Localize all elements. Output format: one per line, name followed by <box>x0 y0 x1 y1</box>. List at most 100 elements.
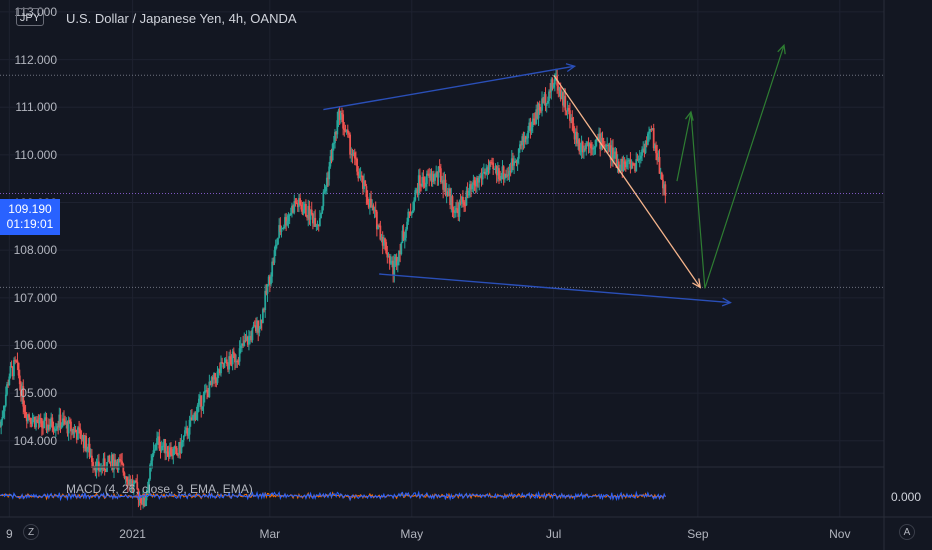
candle-body <box>87 443 90 450</box>
candle-body <box>656 153 659 161</box>
candle-body <box>506 174 509 178</box>
candle-body <box>275 244 278 246</box>
candle-body <box>620 158 623 170</box>
candle-body <box>641 149 643 156</box>
candle-body <box>505 174 507 178</box>
candle-body <box>260 319 263 323</box>
candle-body <box>215 379 218 383</box>
candle-body <box>456 208 459 210</box>
candle-body <box>130 480 133 486</box>
symbol-badge[interactable]: JPY <box>16 8 44 26</box>
candle-body <box>245 336 248 342</box>
candle-body <box>191 417 193 421</box>
candle-body <box>132 482 135 488</box>
candle-body <box>160 446 163 451</box>
candle-body <box>617 161 620 173</box>
candle-body <box>118 459 121 461</box>
candle-body <box>542 98 545 104</box>
candle-body <box>330 156 333 161</box>
candle-body <box>250 335 253 341</box>
candle-body <box>474 185 477 187</box>
candle-body <box>51 417 54 428</box>
candle-body <box>45 417 48 431</box>
candle-body <box>552 84 555 88</box>
candle-body <box>103 458 106 471</box>
candle-body <box>322 192 325 207</box>
candle-body <box>313 217 315 224</box>
candle-body <box>27 414 29 422</box>
candle-body <box>327 177 329 180</box>
candle-body <box>230 359 233 365</box>
candle-body <box>47 424 50 430</box>
candle-body <box>171 455 174 457</box>
candle-body <box>551 79 554 88</box>
candle-body <box>261 309 264 323</box>
candle-body <box>472 180 475 185</box>
candle-body <box>56 426 58 430</box>
candle-body <box>621 158 624 172</box>
candle-body <box>427 173 429 175</box>
candle-body <box>13 360 15 377</box>
candle-body <box>438 166 441 169</box>
candle-body <box>22 386 25 407</box>
candle-body <box>356 158 358 172</box>
candle-body <box>660 172 663 180</box>
candle-body <box>377 225 379 230</box>
candle-body <box>631 163 634 165</box>
candle-body <box>479 175 482 178</box>
candle-body <box>88 443 91 457</box>
candle-body <box>258 328 261 333</box>
candle-body <box>198 398 200 405</box>
candle-body <box>249 335 251 337</box>
candle-body <box>252 325 255 329</box>
candle-body <box>636 159 639 161</box>
candle-body <box>186 427 189 436</box>
candle-body <box>295 203 298 205</box>
candle-body <box>110 454 113 463</box>
candle-body <box>486 167 489 173</box>
candle-body <box>167 452 170 458</box>
candle-body <box>509 170 512 173</box>
candle-body <box>495 166 498 176</box>
candle-body <box>610 147 613 160</box>
candle-body <box>460 196 463 204</box>
candle-body <box>68 420 71 422</box>
candle-body <box>406 221 409 230</box>
price-tick-label: 105.000 <box>13 386 57 401</box>
candle-body <box>437 166 440 178</box>
auto-scale-button[interactable]: A <box>899 524 915 540</box>
price-tick-label: 107.000 <box>13 290 57 305</box>
candle-body <box>365 186 368 197</box>
candle-body <box>531 118 534 128</box>
candle-body <box>174 446 177 448</box>
candle-body <box>403 237 406 240</box>
candle-body <box>291 205 293 213</box>
candle-body <box>271 261 274 277</box>
candle-body <box>502 166 505 180</box>
candle-body <box>477 177 479 183</box>
candle-body <box>512 158 514 166</box>
macd-indicator-label[interactable]: MACD (4, 26, close, 9, EMA, EMA) <box>66 482 253 496</box>
candle-body <box>469 184 471 191</box>
candle-body <box>589 143 592 149</box>
candle-body <box>419 175 421 186</box>
candle-body <box>555 75 557 79</box>
candle-body <box>232 351 235 354</box>
candle-body <box>280 228 283 232</box>
candle-body <box>664 184 667 196</box>
candle-body <box>648 131 650 134</box>
candle-body <box>452 210 455 213</box>
time-tick-label: Mar <box>259 527 281 541</box>
candle-body <box>560 92 563 100</box>
candle-body <box>248 336 250 345</box>
candle-body <box>448 188 450 197</box>
zoom-toggle-button[interactable]: Z <box>23 524 39 540</box>
candle-body <box>270 276 272 285</box>
time-tick-label: May <box>400 527 424 541</box>
candle-body <box>320 213 322 219</box>
candle-body <box>564 95 567 111</box>
candle-body <box>388 256 391 264</box>
candle-body <box>442 180 445 190</box>
candle-body <box>30 421 33 424</box>
